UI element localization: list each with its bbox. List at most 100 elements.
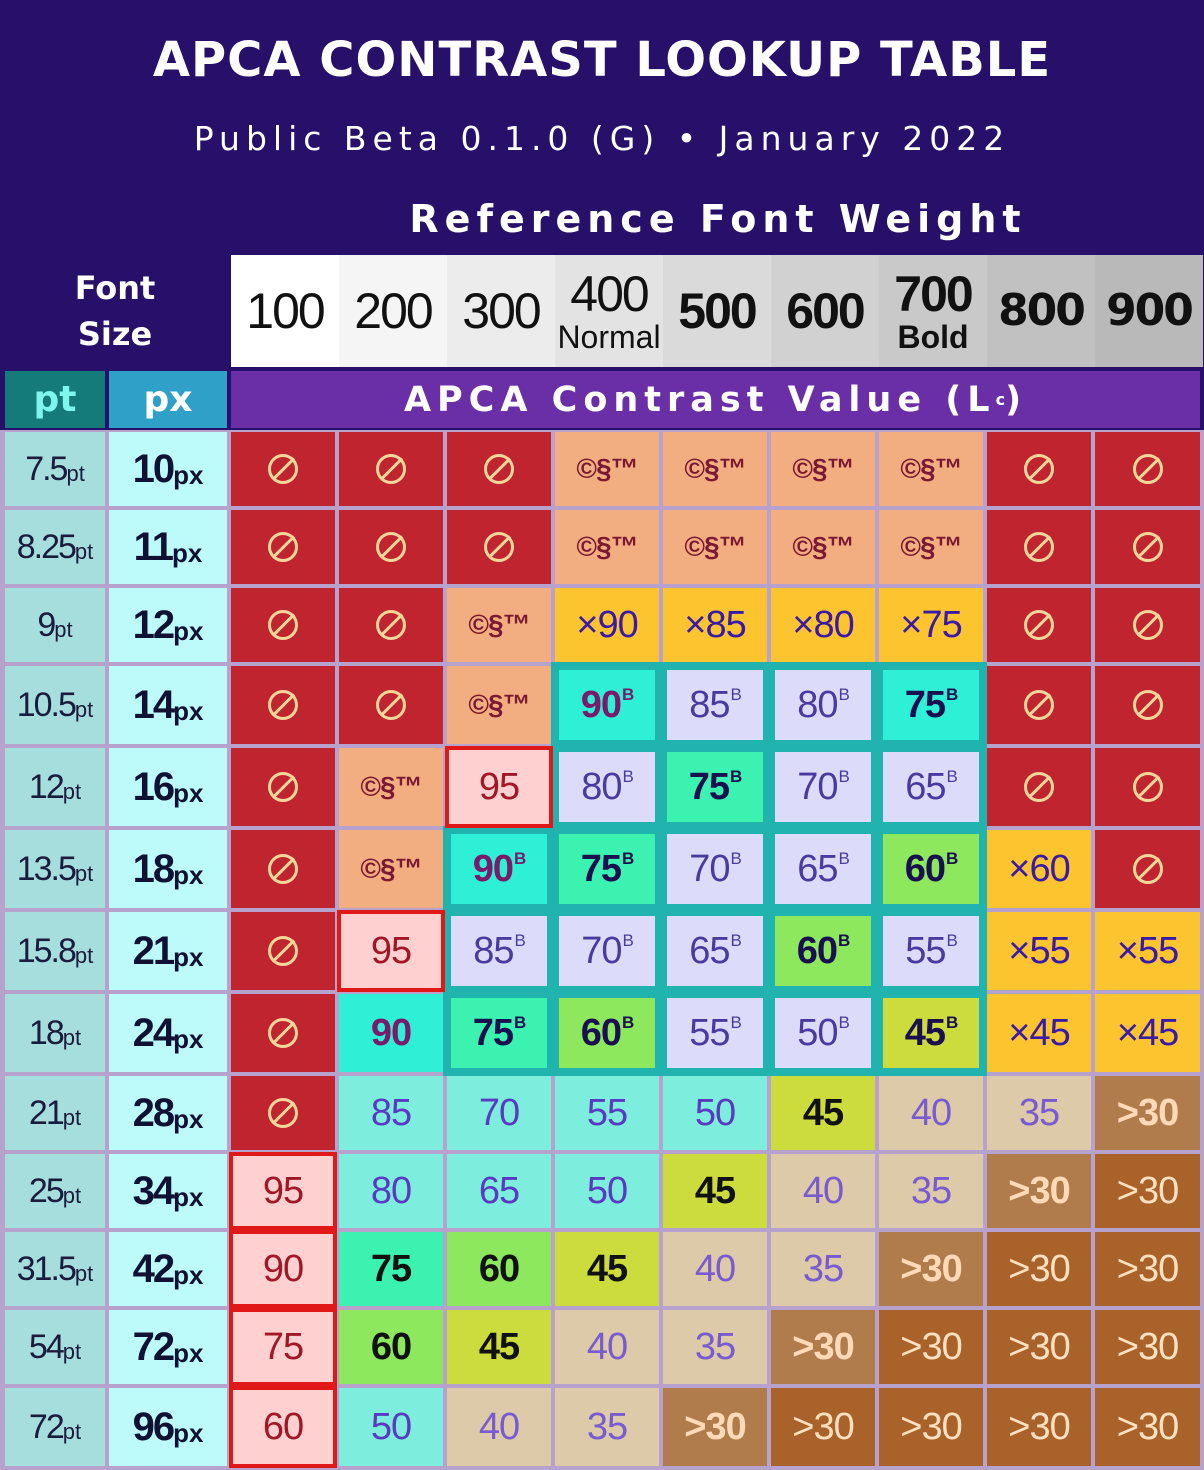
copyright-only-marker: ©§™ [468, 689, 530, 720]
px-unit: px [173, 941, 204, 972]
prohibited-icon [268, 532, 298, 562]
px-value: 14 [132, 682, 175, 727]
prohibited-icon [484, 532, 514, 562]
weight-value: 500 [678, 283, 757, 339]
prohibited-icon [268, 854, 298, 884]
prohibited-icon [376, 454, 406, 484]
contrast-cell: 95 [339, 912, 443, 990]
pt-cell: 12 pt [5, 748, 105, 826]
contrast-cell [987, 432, 1091, 506]
contrast-cell: ×55 [1095, 912, 1200, 990]
pt-unit: pt [74, 697, 94, 722]
px-cell: 14 px [109, 666, 227, 744]
contrast-cell [1095, 432, 1200, 506]
contrast-value: 85 [689, 683, 730, 726]
px-value: 10 [132, 446, 175, 491]
weight-value: 400 [570, 266, 649, 322]
contrast-cell: 35 [555, 1388, 659, 1466]
copyright-only-marker: ©§™ [684, 453, 746, 484]
prohibited-icon [1024, 690, 1054, 720]
contrast-value: ×85 [684, 603, 746, 646]
weight-value: 200 [354, 283, 433, 339]
contrast-cell: 90 [231, 1232, 335, 1306]
bold-marker: B [730, 931, 741, 950]
contrast-value: 80 [370, 1169, 412, 1212]
apca-header-end: ) [1005, 379, 1028, 420]
contrast-value: 50 [797, 1011, 838, 1054]
contrast-cell: 65 [447, 1154, 551, 1228]
contrast-cell: 70 B [555, 912, 659, 990]
bold-marker: B [946, 849, 958, 868]
contrast-value: 45 [802, 1091, 844, 1134]
copyright-only-marker: ©§™ [576, 453, 638, 484]
contrast-value: 45 [904, 1011, 946, 1054]
prohibited-icon [484, 454, 514, 484]
contrast-cell: 40 [663, 1232, 767, 1306]
contrast-cell: ©§™ [771, 432, 875, 506]
contrast-value: ×80 [792, 603, 854, 646]
copyright-only-marker: ©§™ [360, 853, 422, 884]
weight-header-500: 500 [663, 255, 771, 367]
contrast-cell: >30 [987, 1154, 1091, 1228]
pt-unit: pt [74, 1261, 94, 1286]
contrast-cell: >30 [1095, 1310, 1200, 1384]
contrast-cell [231, 510, 335, 584]
contrast-cell: 50 B [771, 994, 875, 1072]
contrast-value: >30 [792, 1325, 854, 1368]
contrast-value: 40 [694, 1247, 736, 1290]
px-value: 11 [133, 524, 174, 569]
pt-value: 12 [28, 767, 65, 806]
contrast-value: 55 [586, 1091, 628, 1134]
contrast-cell [231, 830, 335, 908]
px-column-header: px [109, 371, 227, 428]
contrast-cell: ×90 [555, 588, 659, 662]
weight-value: 700 [894, 266, 973, 322]
weight-header-200: 200 [339, 255, 447, 367]
contrast-cell: 75 [339, 1232, 443, 1306]
bold-marker: B [730, 1013, 741, 1032]
pt-unit: pt [62, 1025, 82, 1050]
pt-cell: 31.5 pt [5, 1232, 105, 1306]
contrast-value: 80 [581, 765, 622, 808]
contrast-cell: 75 [231, 1310, 335, 1384]
contrast-cell: ×75 [879, 588, 983, 662]
px-cell: 34 px [109, 1154, 227, 1228]
px-cell: 21 px [109, 912, 227, 990]
px-value: 42 [132, 1246, 175, 1291]
px-cell: 28 px [109, 1076, 227, 1150]
contrast-value: >30 [684, 1405, 746, 1448]
contrast-cell: 45 [447, 1310, 551, 1384]
bold-marker: B [622, 1013, 634, 1032]
pt-unit: pt [62, 779, 82, 804]
contrast-value: ×75 [900, 603, 962, 646]
px-unit: px [171, 537, 203, 568]
contrast-value: 35 [586, 1405, 628, 1448]
px-value: 72 [132, 1324, 175, 1369]
prohibited-icon [1024, 610, 1054, 640]
contrast-value: 60 [580, 1011, 622, 1054]
bold-marker: B [838, 685, 849, 704]
contrast-value: >30 [1008, 1325, 1070, 1368]
contrast-value: ×90 [576, 603, 638, 646]
contrast-cell [339, 666, 443, 744]
contrast-cell: 50 [663, 1076, 767, 1150]
contrast-value: ×45 [1008, 1011, 1070, 1054]
px-cell: 11 px [109, 510, 227, 584]
pt-column-header: pt [5, 371, 105, 428]
bold-marker: B [514, 931, 525, 950]
contrast-value: >30 [900, 1247, 962, 1290]
px-unit: px [173, 1181, 204, 1212]
contrast-cell: 90 B [447, 830, 551, 908]
contrast-cell: ©§™ [771, 510, 875, 584]
contrast-cell: 60 B [555, 994, 659, 1072]
contrast-value: ×55 [1008, 929, 1070, 972]
pt-value: 25 [28, 1171, 65, 1210]
copyright-only-marker: ©§™ [900, 531, 962, 562]
px-cell: 42 px [109, 1232, 227, 1306]
contrast-value: >30 [1116, 1405, 1179, 1448]
contrast-cell: 55 B [879, 912, 983, 990]
px-unit: px [173, 615, 204, 646]
copyright-only-marker: ©§™ [792, 531, 854, 562]
contrast-cell: >30 [771, 1388, 875, 1466]
